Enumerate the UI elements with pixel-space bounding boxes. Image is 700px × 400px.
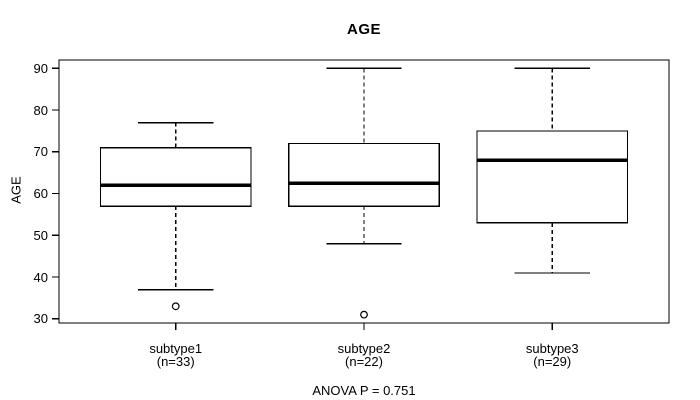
y-tick-label: 90 (33, 60, 48, 76)
y-tick-label: 50 (33, 227, 48, 243)
chart-title: AGE (346, 21, 381, 38)
group-count-label: (n=22) (345, 354, 383, 369)
outlier-point (171, 302, 180, 311)
y-tick-label: 80 (33, 102, 48, 118)
group-label: subtype2 (337, 340, 391, 356)
y-tick-label: 30 (33, 311, 48, 327)
box-iqr (99, 147, 252, 207)
box-iqr (476, 130, 629, 224)
group-label: subtype1 (149, 340, 203, 356)
y-tick-label: 40 (33, 269, 48, 285)
y-tick-label: 70 (33, 144, 48, 160)
group-label: subtype3 (525, 340, 579, 356)
y-tick-label: 60 (33, 186, 48, 202)
anova-caption: ANOVA P = 0.751 (312, 383, 416, 398)
outlier-point (360, 310, 368, 319)
box-iqr (288, 142, 440, 207)
group-count-label: (n=29) (533, 354, 572, 369)
group-count-label: (n=33) (156, 354, 195, 369)
